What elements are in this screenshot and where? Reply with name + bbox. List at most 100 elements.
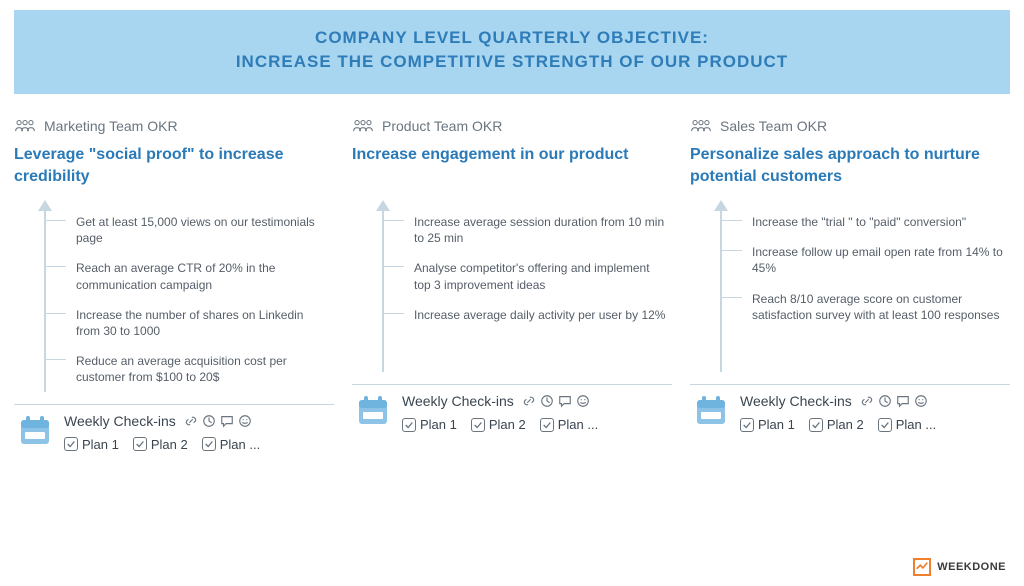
- plan-checkbox-icon: [133, 437, 147, 451]
- smile-icon: [576, 394, 590, 408]
- plan-checkbox-icon: [878, 418, 892, 432]
- plan-checkbox-icon: [402, 418, 416, 432]
- okr-column: Product Team OKR Increase engagement in o…: [352, 118, 672, 452]
- link-icon: [522, 394, 536, 408]
- checkin-mini-icons: [860, 394, 928, 408]
- plan-checkbox-icon: [809, 418, 823, 432]
- chat-icon: [558, 394, 572, 408]
- calendar-icon: [694, 393, 728, 427]
- smile-icon: [238, 414, 252, 428]
- plan-item: Plan 2: [133, 437, 188, 452]
- header-title-line2: INCREASE THE COMPETITIVE STRENGTH OF OUR…: [34, 52, 990, 72]
- people-icon: [690, 119, 712, 133]
- kr-arrow-block: Get at least 15,000 views on our testimo…: [14, 202, 334, 392]
- clock-icon: [540, 394, 554, 408]
- brand-logo-icon: [913, 558, 931, 576]
- key-result-item: Reach 8/10 average score on customer sat…: [738, 285, 1010, 329]
- team-label-row: Marketing Team OKR: [14, 118, 334, 134]
- okr-columns: Marketing Team OKR Leverage "social proof…: [0, 94, 1024, 452]
- plan-label: Plan 2: [151, 437, 188, 452]
- key-result-list: Get at least 15,000 views on our testimo…: [62, 202, 334, 392]
- plan-item: Plan 1: [740, 417, 795, 432]
- link-icon: [860, 394, 874, 408]
- key-result-item: Reach an average CTR of 20% in the commu…: [62, 254, 334, 298]
- column-divider: [14, 404, 334, 405]
- checkin-header: Weekly Check-ins: [740, 393, 1010, 409]
- plan-label: Plan ...: [220, 437, 260, 452]
- key-result-list: Increase average session duration from 1…: [400, 202, 672, 329]
- key-result-item: Increase average session duration from 1…: [400, 208, 672, 252]
- plan-checkbox-icon: [740, 418, 754, 432]
- key-result-item: Increase follow up email open rate from …: [738, 238, 1010, 282]
- key-result-item: Increase average daily activity per user…: [400, 301, 672, 329]
- clock-icon: [202, 414, 216, 428]
- key-result-item: Increase the number of shares on Linkedi…: [62, 301, 334, 345]
- checkin-label: Weekly Check-ins: [740, 393, 852, 409]
- clock-icon: [878, 394, 892, 408]
- key-result-item: Increase the "trial " to "paid" conversi…: [738, 208, 1010, 236]
- key-result-list: Increase the "trial " to "paid" conversi…: [738, 202, 1010, 329]
- checkin-label: Weekly Check-ins: [64, 413, 176, 429]
- column-divider: [352, 384, 672, 385]
- plan-checkbox-icon: [202, 437, 216, 451]
- checkin-header: Weekly Check-ins: [64, 413, 334, 429]
- column-divider: [690, 384, 1010, 385]
- team-label-row: Product Team OKR: [352, 118, 672, 134]
- checkin-mini-icons: [184, 414, 252, 428]
- plan-item: Plan ...: [540, 417, 598, 432]
- plan-item: Plan 1: [402, 417, 457, 432]
- arrow-stem: [720, 210, 722, 372]
- link-icon: [184, 414, 198, 428]
- plan-item: Plan 2: [809, 417, 864, 432]
- kr-arrow-block: Increase average session duration from 1…: [352, 202, 672, 372]
- people-icon: [14, 119, 36, 133]
- plan-label: Plan ...: [896, 417, 936, 432]
- chat-icon: [220, 414, 234, 428]
- checkin-mini-icons: [522, 394, 590, 408]
- smile-icon: [914, 394, 928, 408]
- plan-item: Plan 1: [64, 437, 119, 452]
- arrow-stem: [382, 210, 384, 372]
- plan-label: Plan 1: [758, 417, 795, 432]
- brand-name: WEEKDONE: [937, 561, 1006, 573]
- plan-label: Plan 1: [82, 437, 119, 452]
- plan-item: Plan ...: [878, 417, 936, 432]
- plan-checkbox-icon: [471, 418, 485, 432]
- okr-column: Marketing Team OKR Leverage "social proof…: [14, 118, 334, 452]
- checkin-header: Weekly Check-ins: [402, 393, 672, 409]
- arrow-stem: [44, 210, 46, 392]
- footer-brand: WEEKDONE: [913, 558, 1006, 576]
- team-objective: Personalize sales approach to nurture po…: [690, 144, 1010, 188]
- plan-checkbox-icon: [540, 418, 554, 432]
- header-banner: COMPANY LEVEL QUARTERLY OBJECTIVE: INCRE…: [14, 10, 1010, 94]
- key-result-item: Analyse competitor's offering and implem…: [400, 254, 672, 298]
- chat-icon: [896, 394, 910, 408]
- plan-item: Plan 2: [471, 417, 526, 432]
- checkin-row: Weekly Check-ins Plan 1 Plan 2 Plan ...: [690, 393, 1010, 432]
- team-name: Product Team OKR: [382, 118, 502, 134]
- checkin-label: Weekly Check-ins: [402, 393, 514, 409]
- calendar-icon: [356, 393, 390, 427]
- okr-column: Sales Team OKR Personalize sales approach…: [690, 118, 1010, 452]
- header-title-line1: COMPANY LEVEL QUARTERLY OBJECTIVE:: [34, 28, 990, 48]
- plan-label: Plan 2: [489, 417, 526, 432]
- plan-item: Plan ...: [202, 437, 260, 452]
- plan-label: Plan 1: [420, 417, 457, 432]
- plan-list: Plan 1 Plan 2 Plan ...: [64, 437, 334, 452]
- checkin-row: Weekly Check-ins Plan 1 Plan 2 Plan ...: [14, 413, 334, 452]
- kr-arrow-block: Increase the "trial " to "paid" conversi…: [690, 202, 1010, 372]
- calendar-icon: [18, 413, 52, 447]
- plan-label: Plan 2: [827, 417, 864, 432]
- people-icon: [352, 119, 374, 133]
- team-name: Marketing Team OKR: [44, 118, 178, 134]
- plan-list: Plan 1 Plan 2 Plan ...: [402, 417, 672, 432]
- team-objective: Increase engagement in our product: [352, 144, 672, 188]
- plan-checkbox-icon: [64, 437, 78, 451]
- team-objective: Leverage "social proof" to increase cred…: [14, 144, 334, 188]
- checkin-row: Weekly Check-ins Plan 1 Plan 2 Plan ...: [352, 393, 672, 432]
- plan-list: Plan 1 Plan 2 Plan ...: [740, 417, 1010, 432]
- key-result-item: Reduce an average acquisition cost per c…: [62, 347, 334, 391]
- key-result-item: Get at least 15,000 views on our testimo…: [62, 208, 334, 252]
- team-label-row: Sales Team OKR: [690, 118, 1010, 134]
- plan-label: Plan ...: [558, 417, 598, 432]
